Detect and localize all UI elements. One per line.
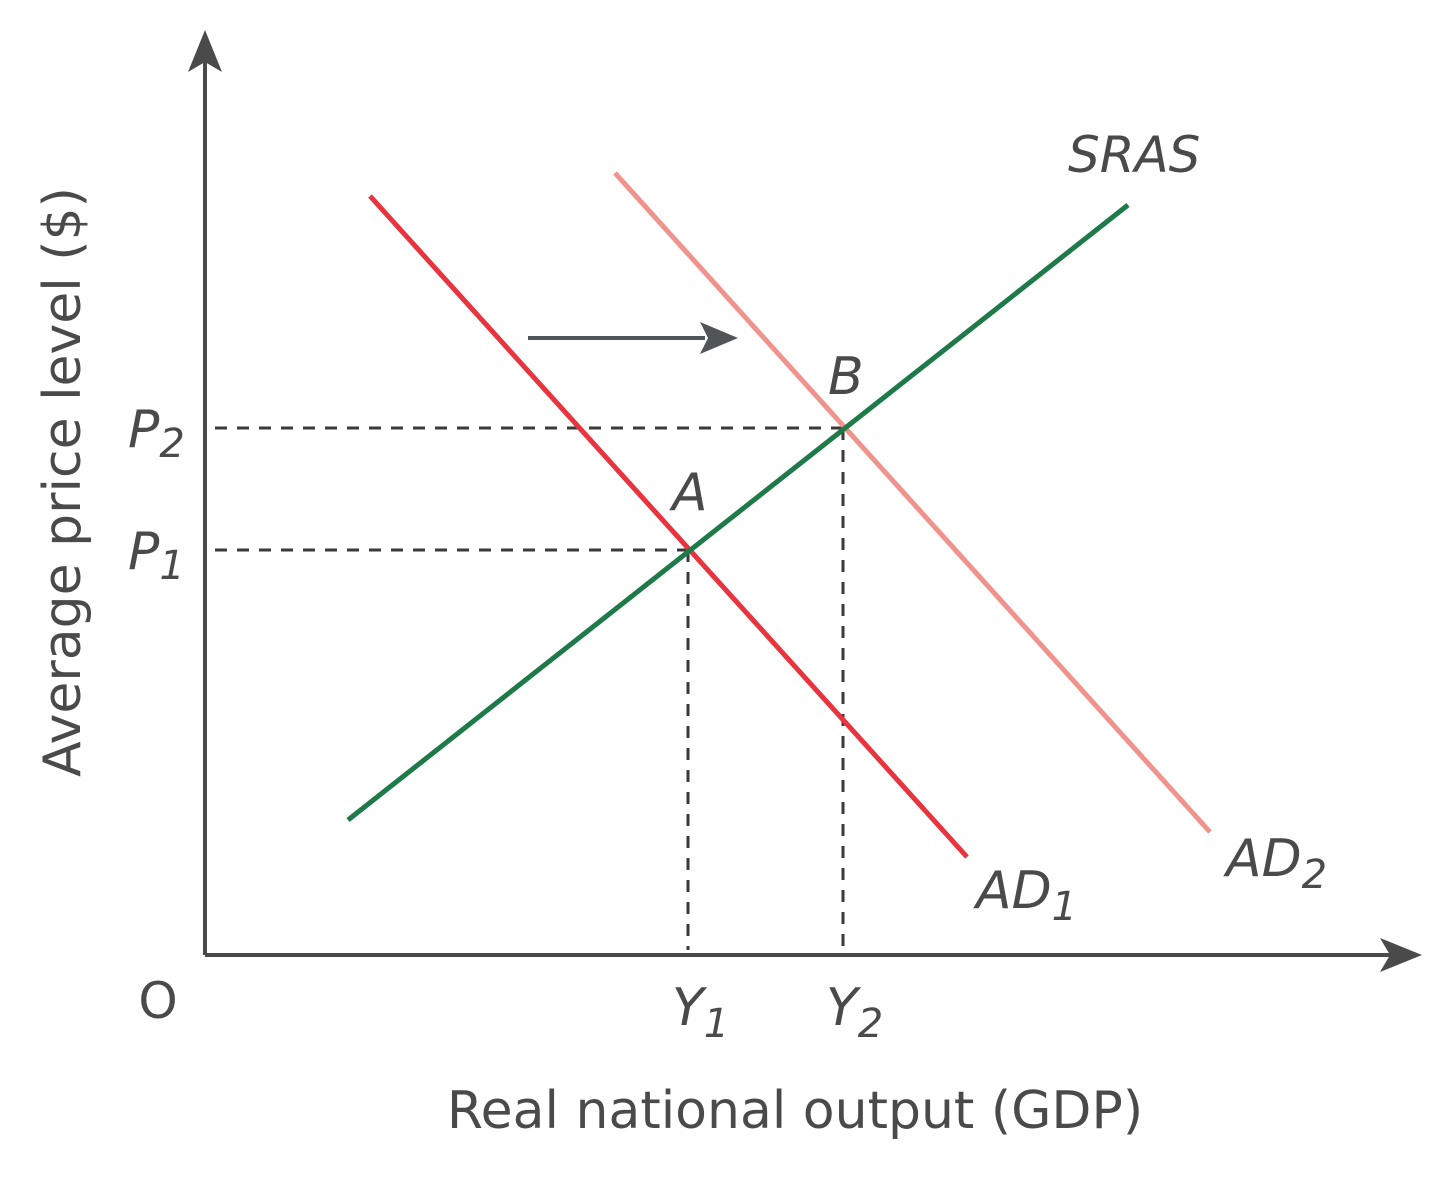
y1-label: Y1 (672, 978, 729, 1047)
p1-label-base: P (128, 522, 160, 582)
p1-label-sub: 1 (159, 543, 184, 589)
p2-label-base: P (128, 400, 160, 460)
sras-label: SRAS (1068, 126, 1200, 184)
ad2-label: AD2 (1223, 829, 1327, 898)
sras-curve (346, 203, 1130, 822)
p2-label-sub: 2 (159, 421, 184, 467)
ad1-label-sub: 1 (1052, 884, 1077, 930)
ad1-curve (368, 194, 969, 859)
origin-label: O (138, 972, 177, 1030)
x-axis-arrow-icon (1380, 938, 1422, 972)
p1-label: P1 (128, 522, 185, 589)
point-b-label: B (828, 347, 864, 407)
ad2-curve (613, 171, 1212, 834)
y1-label-base: Y (672, 978, 708, 1038)
point-a-label: A (669, 463, 708, 523)
x-axis-label: Real national output (GDP) (447, 1081, 1143, 1141)
p2-label: P2 (128, 400, 185, 467)
ad2-label-base: AD (1223, 829, 1302, 889)
y2-label: Y2 (826, 978, 883, 1047)
ad1-label-base: AD (973, 861, 1052, 921)
y1-label-sub: 1 (704, 1001, 729, 1047)
y2-label-sub: 2 (858, 1001, 883, 1047)
ad1-label: AD1 (973, 861, 1077, 930)
ad2-label-sub: 2 (1302, 852, 1327, 898)
y-axis-arrow-icon (188, 30, 222, 72)
shift-arrow-head-icon (700, 322, 738, 354)
y-axis-label: Average price level ($) (33, 187, 93, 777)
y2-label-base: Y (826, 978, 862, 1038)
